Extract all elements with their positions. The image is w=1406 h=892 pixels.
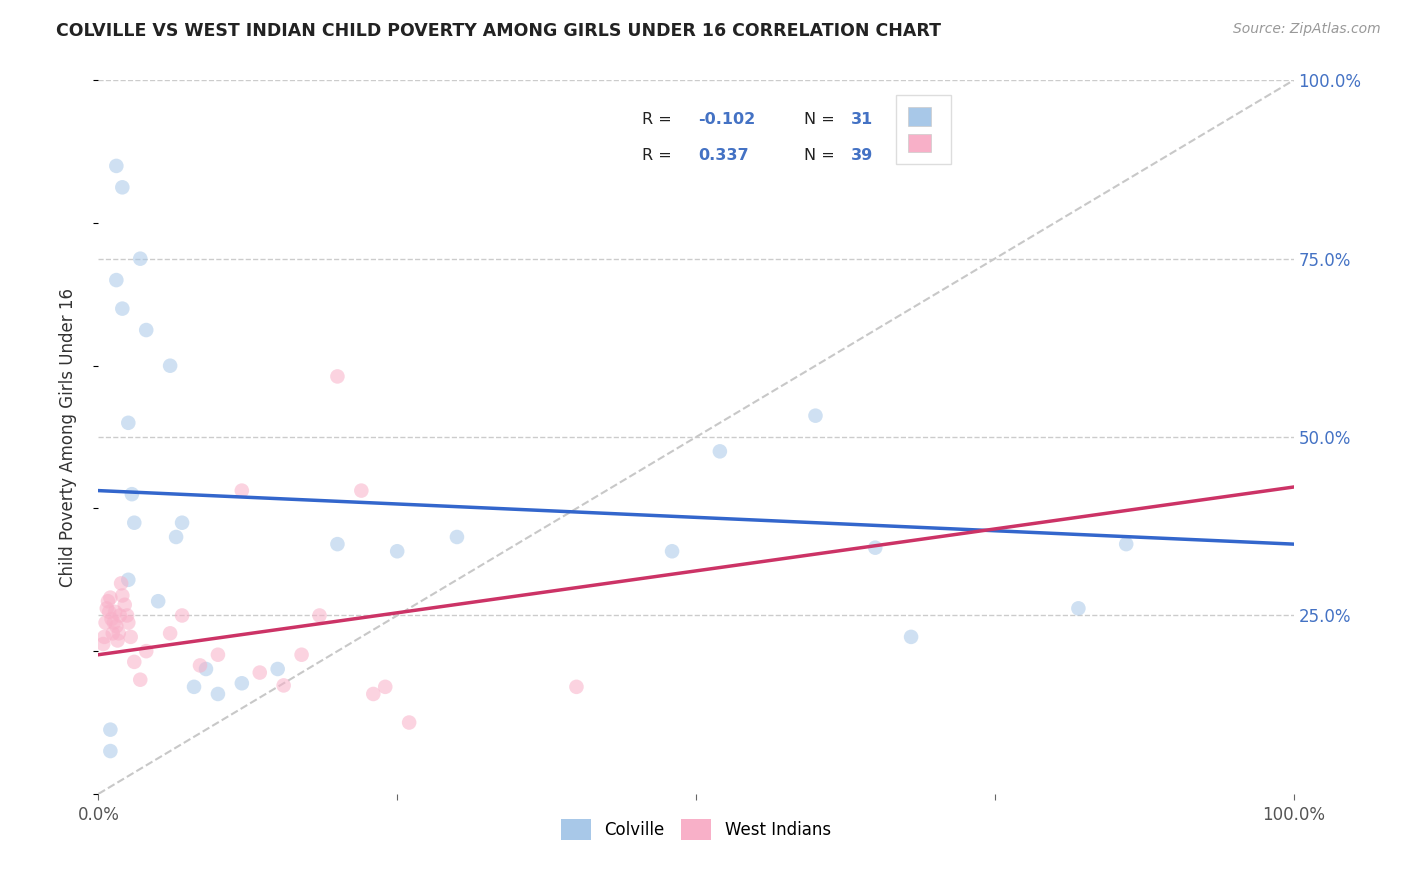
Point [105, 619, 128, 633]
Point [105, 159, 128, 173]
Point [172, 608, 194, 623]
Text: Source: ZipAtlas.com: Source: ZipAtlas.com [1233, 22, 1381, 37]
Point [103, 615, 125, 630]
Point [159, 359, 181, 373]
Point [326, 537, 349, 551]
Point [326, 369, 349, 384]
Y-axis label: Child Poverty Among Girls Under 16: Child Poverty Among Girls Under 16 [59, 287, 77, 587]
Point [804, 409, 827, 423]
Legend: Colville, West Indians: Colville, West Indians [554, 813, 838, 847]
Point [148, 594, 170, 608]
Point [183, 680, 205, 694]
Point [117, 416, 139, 430]
Point [172, 516, 194, 530]
Point [363, 687, 385, 701]
Point [159, 626, 181, 640]
Point [446, 530, 468, 544]
Point [900, 630, 922, 644]
Point [101, 626, 124, 640]
Point [121, 487, 143, 501]
Point [267, 662, 290, 676]
Point [98, 723, 122, 737]
Point [96, 601, 118, 615]
Point [111, 301, 134, 316]
Point [107, 626, 129, 640]
Point [135, 323, 157, 337]
Point [117, 573, 139, 587]
Point [108, 608, 131, 623]
Point [207, 648, 229, 662]
Point [129, 252, 152, 266]
Text: 39: 39 [852, 148, 873, 162]
Point [93, 630, 115, 644]
Point [231, 483, 253, 498]
Point [100, 612, 122, 626]
Point [291, 648, 314, 662]
Text: N =: N = [804, 148, 839, 162]
Point [94, 615, 117, 630]
Text: COLVILLE VS WEST INDIAN CHILD POVERTY AMONG GIRLS UNDER 16 CORRELATION CHART: COLVILLE VS WEST INDIAN CHILD POVERTY AM… [56, 22, 941, 40]
Point [249, 665, 271, 680]
Point [231, 676, 253, 690]
Point [98, 591, 122, 605]
Point [135, 644, 157, 658]
Point [165, 530, 187, 544]
Point [374, 680, 396, 694]
Point [98, 744, 122, 758]
Point [117, 615, 139, 630]
Point [114, 598, 136, 612]
Point [350, 483, 373, 498]
Point [111, 589, 134, 603]
Point [124, 655, 146, 669]
Point [1067, 601, 1090, 615]
Point [111, 180, 134, 194]
Text: -0.102: -0.102 [699, 112, 755, 127]
Text: 31: 31 [852, 112, 873, 127]
Point [97, 594, 120, 608]
Point [207, 687, 229, 701]
Point [1115, 537, 1137, 551]
Point [565, 680, 588, 694]
Point [273, 678, 295, 692]
Point [105, 273, 128, 287]
Point [195, 662, 218, 676]
Point [661, 544, 683, 558]
Point [865, 541, 887, 555]
Point [110, 576, 132, 591]
Point [385, 544, 409, 558]
Point [115, 608, 138, 623]
Point [709, 444, 731, 458]
Text: R =: R = [643, 148, 678, 162]
Point [398, 715, 420, 730]
Text: R =: R = [643, 112, 678, 127]
Point [104, 605, 127, 619]
Text: N =: N = [804, 112, 839, 127]
Point [129, 673, 152, 687]
Text: 0.337: 0.337 [699, 148, 749, 162]
Point [120, 630, 142, 644]
Point [98, 605, 121, 619]
Point [188, 658, 211, 673]
Point [124, 516, 146, 530]
Point [107, 633, 129, 648]
Point [91, 637, 114, 651]
Point [308, 608, 330, 623]
